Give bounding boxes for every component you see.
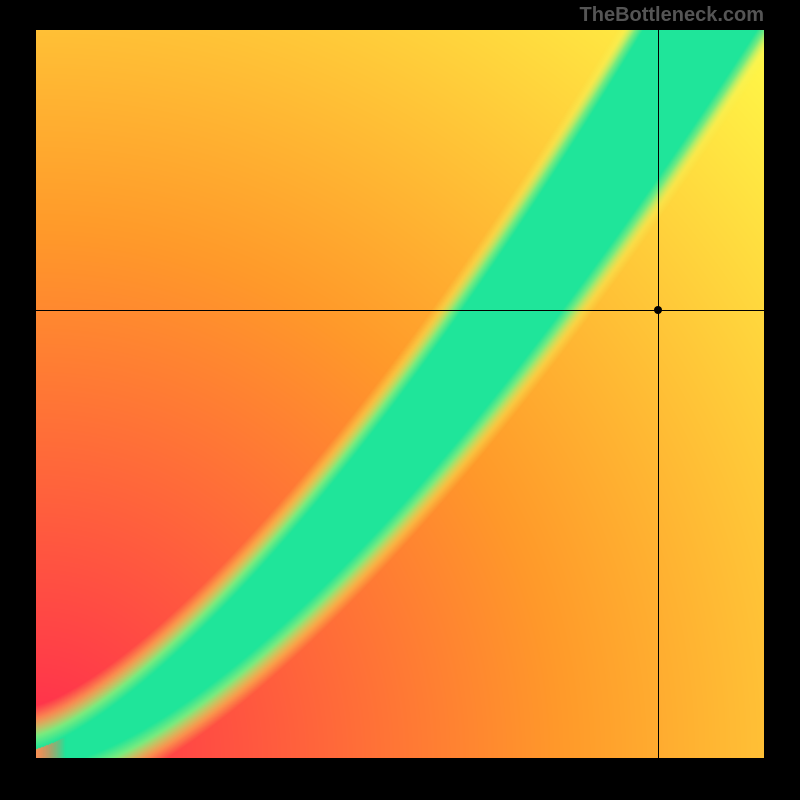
marker-point [654,306,662,314]
heatmap-plot [36,30,764,758]
heatmap-canvas [36,30,764,758]
watermark-text: TheBottleneck.com [580,4,764,27]
crosshair-vertical [658,30,659,758]
